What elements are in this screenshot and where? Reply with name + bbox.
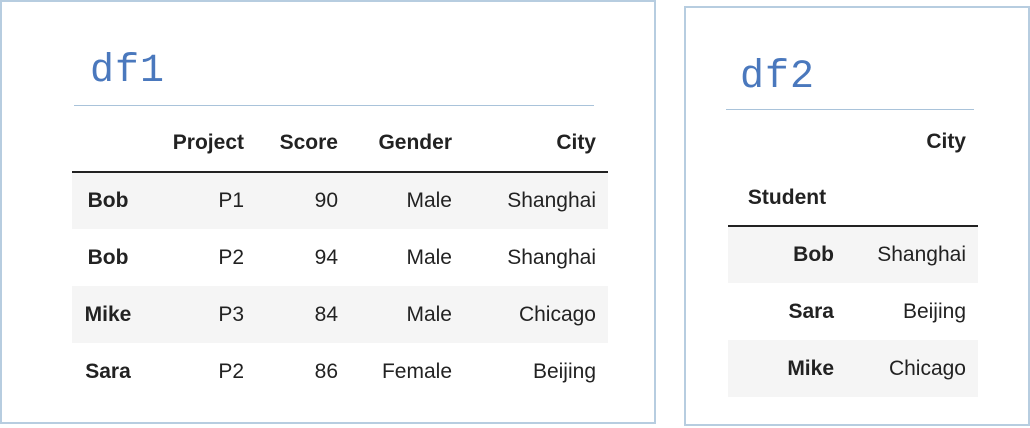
df2-index-name-spacer	[846, 170, 978, 226]
df1-header-gender: Gender	[378, 130, 452, 154]
cell-project: P2	[218, 245, 244, 269]
cell-city: Chicago	[888, 356, 966, 380]
cell-score: 84	[314, 302, 338, 326]
row-index: Sara	[788, 299, 834, 323]
row-index: Bob	[793, 243, 834, 266]
row-index: Mike	[787, 356, 834, 380]
df1-title: df1	[90, 49, 166, 94]
df2-title: df2	[740, 55, 816, 100]
table-row: Sara Beijing	[728, 283, 978, 340]
cell-score: 90	[314, 189, 338, 212]
table-row: Mike Chicago	[728, 340, 978, 397]
cell-score: 86	[314, 359, 338, 383]
table-row: Bob P2 94 Male Shanghai	[72, 229, 608, 286]
cell-gender: Male	[406, 189, 452, 212]
cell-city: Beijing	[902, 299, 966, 323]
cell-city: Beijing	[532, 359, 596, 383]
cell-gender: Male	[406, 302, 452, 326]
df1-header-score: Score	[279, 130, 338, 154]
cell-gender: Female	[381, 359, 452, 383]
cell-gender: Male	[406, 245, 452, 269]
cell-score: 94	[314, 245, 338, 269]
df1-panel	[0, 0, 656, 424]
df2-title-rule	[726, 109, 974, 110]
df1-header-row: Project Score Gender City	[72, 114, 608, 172]
row-index: Bob	[87, 245, 129, 269]
row-index: Sara	[85, 359, 131, 383]
df2-header-blank	[728, 114, 846, 170]
df1-table: Project Score Gender City Bob P1 90 Male…	[72, 114, 608, 400]
cell-city: Chicago	[518, 302, 596, 326]
row-index: Bob	[87, 189, 129, 212]
cell-project: P3	[218, 302, 244, 326]
table-row: Bob Shanghai	[728, 226, 978, 283]
table-row: Bob P1 90 Male Shanghai	[72, 172, 608, 229]
df1-header-index	[72, 114, 144, 172]
cell-city: Shanghai	[507, 189, 596, 212]
df2-header-city: City	[926, 130, 966, 153]
row-index: Mike	[84, 302, 132, 326]
df1-header-project: Project	[172, 130, 244, 154]
df2-panel	[684, 6, 1030, 426]
table-row: Sara P2 86 Female Beijing	[72, 343, 608, 400]
cell-city: Shanghai	[877, 243, 966, 266]
df2-index-name: Student	[747, 185, 827, 209]
df2-index-name-row: Student	[728, 170, 978, 226]
df1-header-city: City	[556, 130, 596, 154]
cell-project: P1	[218, 189, 244, 212]
df1-title-rule	[74, 105, 594, 106]
df2-table: City Student Bob Shanghai Sara Beijing M…	[728, 114, 978, 397]
cell-city: Shanghai	[507, 245, 596, 269]
cell-project: P2	[218, 359, 244, 383]
table-row: Mike P3 84 Male Chicago	[72, 286, 608, 343]
df2-header-row: City	[728, 114, 978, 170]
